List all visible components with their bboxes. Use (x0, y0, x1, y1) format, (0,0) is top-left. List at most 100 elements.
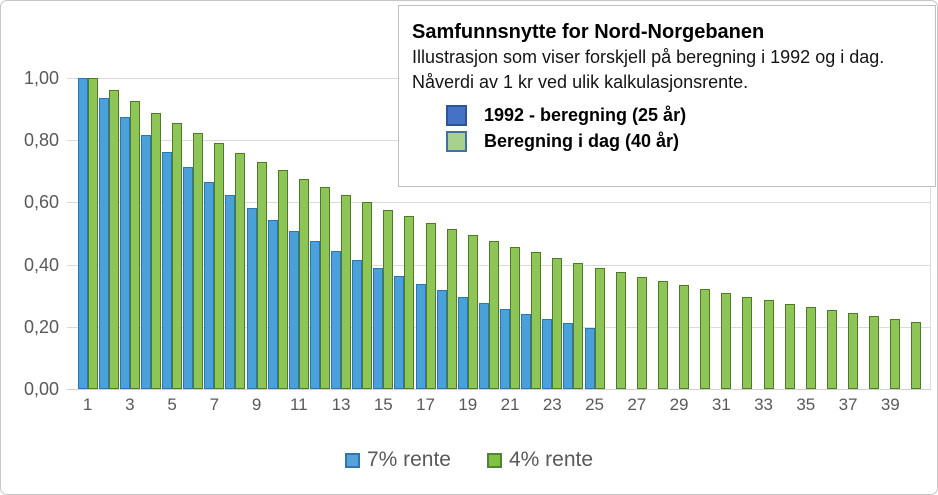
bar-7pct-rente (267, 220, 278, 389)
x-axis-tick-label: 5 (167, 395, 177, 414)
bar-4pct-rente (235, 153, 246, 389)
legend-swatch-blue-icon (446, 104, 467, 126)
bar-4pct-rente (467, 235, 478, 389)
bar-7pct-rente (98, 98, 109, 389)
bar-4pct-rente (362, 202, 373, 389)
bar-4pct-rente (172, 123, 183, 389)
chart-title: Samfunnsnytte for Nord-Norgebanen (412, 21, 765, 43)
bar-7pct-rente (309, 241, 320, 389)
bar-4pct-rente (573, 263, 584, 389)
x-axis-tick-label: 19 (458, 395, 478, 414)
bar-4pct-rente (425, 223, 436, 389)
bar-4pct-rente (679, 285, 690, 389)
x-axis-tick-label: 37 (838, 395, 858, 414)
bar-4pct-rente (848, 313, 859, 389)
y-axis-tick-label: 0,80 (23, 130, 59, 151)
y-axis-tick-label: 0,20 (23, 316, 59, 337)
y-axis-tick-label: 0,60 (23, 192, 59, 213)
bar-7pct-rente (288, 231, 299, 389)
legend-label-1992: 1992 - beregning (25 år) (484, 104, 687, 125)
bar-7pct-rente (204, 182, 215, 389)
bar-4pct-rente (721, 293, 732, 389)
bar-4pct-rente (615, 272, 626, 389)
x-axis-tick-label: 9 (251, 395, 262, 414)
legend-swatch-green-icon (446, 130, 467, 152)
x-axis-tick-label: 15 (373, 395, 393, 414)
bar-4pct-rente (129, 101, 140, 389)
bar-4pct-rente (108, 90, 119, 389)
bar-4pct-rente (87, 78, 98, 389)
x-axis-tick-label: 29 (669, 395, 689, 414)
x-axis-tick-label: 3 (125, 395, 135, 414)
bar-4pct-rente (784, 304, 795, 389)
bar-7pct-rente (394, 276, 405, 389)
x-axis-tick-label: 21 (500, 395, 520, 414)
gridline (67, 326, 931, 328)
chart-subtitle-line1: Illustrasjon som viser forskjell på bere… (412, 47, 885, 67)
bar-7pct-rente (436, 290, 447, 389)
x-axis-tick-label: 7 (209, 395, 220, 414)
bar-4pct-rente (510, 247, 521, 389)
bar-4pct-rente (446, 229, 457, 389)
gridline (67, 202, 931, 204)
bottom-legend-label-7pct: 7% rente (366, 448, 451, 471)
plot-right-border (930, 75, 931, 389)
annotation-legend: 1992 - beregning (25 år) Beregning i dag… (412, 102, 925, 154)
bar-4pct-rente (193, 133, 204, 389)
bar-4pct-rente (805, 307, 816, 389)
x-axis-tick-label: 35 (796, 395, 816, 414)
bar-7pct-rente (500, 309, 511, 389)
bar-4pct-rente (488, 241, 499, 389)
x-axis-tick-label: 1 (82, 395, 93, 414)
bar-4pct-rente (552, 258, 563, 389)
bar-7pct-rente (119, 117, 130, 389)
bar-4pct-rente (911, 322, 922, 389)
bottom-legend-item-4pct: 4% rente (487, 448, 593, 472)
bar-7pct-rente (521, 314, 532, 389)
bar-7pct-rente (415, 284, 426, 389)
bottom-legend-label-4pct: 4% rente (509, 448, 594, 471)
x-axis-tick-label: 25 (585, 395, 605, 414)
legend-swatch-7pct-icon (344, 452, 360, 468)
bar-4pct-rente (742, 297, 753, 389)
bar-4pct-rente (869, 316, 880, 389)
y-axis-tick-label: 0,00 (23, 379, 59, 399)
bottom-legend-item-7pct: 7% rente (344, 448, 451, 472)
bar-4pct-rente (150, 113, 161, 389)
x-axis-tick-label: 23 (542, 395, 562, 414)
bar-7pct-rente (140, 135, 151, 389)
bar-7pct-rente (457, 297, 468, 389)
bar-4pct-rente (763, 300, 774, 389)
legend-label-idag: Beregning i dag (40 år) (484, 130, 680, 151)
bar-7pct-rente (542, 319, 553, 389)
bar-7pct-rente (584, 328, 595, 389)
bar-4pct-rente (404, 216, 415, 389)
x-axis-tick-label: 27 (627, 395, 647, 414)
bar-4pct-rente (700, 289, 711, 389)
chart-subtitle-line2: Nåverdi av 1 kr ved ulik kalkulasjonsren… (412, 72, 749, 92)
bar-7pct-rente (162, 152, 173, 389)
bar-4pct-rente (594, 268, 605, 389)
bar-7pct-rente (352, 260, 363, 389)
gridline (67, 264, 931, 266)
x-axis-tick-label: 13 (331, 395, 351, 414)
bar-7pct-rente (478, 303, 489, 389)
bar-4pct-rente (531, 252, 542, 389)
bar-4pct-rente (826, 310, 837, 389)
legend-swatch-4pct-icon (487, 452, 502, 468)
bar-4pct-rente (890, 319, 901, 389)
legend-item-idag: Beregning i dag (40 år) (446, 128, 925, 154)
bar-4pct-rente (636, 277, 647, 389)
bar-7pct-rente (225, 195, 236, 389)
legend-item-1992: 1992 - beregning (25 år) (446, 102, 925, 128)
bar-7pct-rente (77, 78, 88, 389)
y-axis-tick-label: 0,40 (23, 254, 59, 275)
bar-4pct-rente (256, 162, 267, 389)
bar-7pct-rente (183, 167, 194, 389)
bar-4pct-rente (383, 210, 394, 389)
x-axis-tick-label: 31 (711, 395, 731, 414)
bar-4pct-rente (214, 143, 225, 389)
bar-4pct-rente (657, 281, 668, 389)
